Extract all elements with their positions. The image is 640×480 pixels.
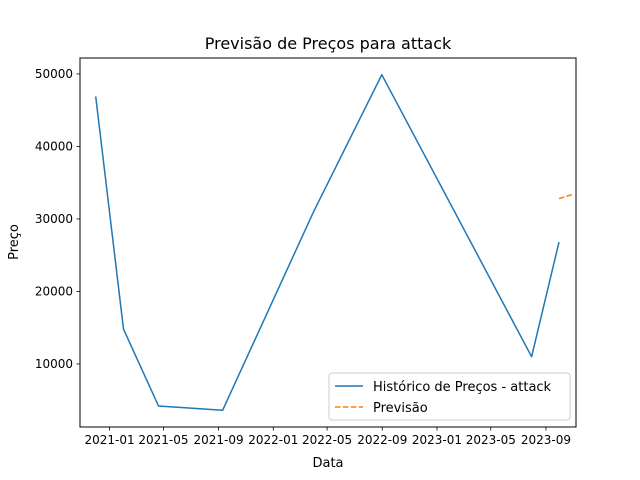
x-tick-label: 2022-05 bbox=[302, 433, 352, 447]
x-tick-label: 2022-01 bbox=[248, 433, 298, 447]
x-tick-label: 2021-09 bbox=[194, 433, 244, 447]
y-tick-label: 50000 bbox=[35, 67, 73, 81]
legend: Histórico de Preços - attack Previsão bbox=[328, 372, 571, 421]
legend-label-2: Previsão bbox=[373, 401, 428, 416]
plot-frame bbox=[79, 57, 577, 428]
x-tick-label: 2021-05 bbox=[138, 433, 188, 447]
x-axis-label: Data bbox=[312, 456, 343, 471]
y-tick-label: 30000 bbox=[35, 212, 73, 226]
chart-title: Previsão de Preços para attack bbox=[205, 34, 452, 53]
x-tick-label: 2023-05 bbox=[466, 433, 516, 447]
y-tick-label: 40000 bbox=[35, 139, 73, 153]
legend-label-1: Histórico de Preços - attack bbox=[373, 380, 552, 395]
plot-lines bbox=[94, 73, 574, 412]
x-tick-label: 2022-09 bbox=[357, 433, 407, 447]
y-axis-ticks: 10000 20000 30000 40000 50000 bbox=[35, 67, 80, 371]
series-line-1 bbox=[94, 73, 560, 412]
y-tick-label: 10000 bbox=[35, 357, 73, 371]
y-axis-label: Preço bbox=[7, 224, 22, 260]
legend-box bbox=[328, 372, 571, 421]
x-tick-label: 2023-01 bbox=[412, 433, 462, 447]
series-line-2 bbox=[558, 193, 574, 200]
y-tick-label: 20000 bbox=[35, 284, 73, 298]
x-tick-label: 2023-09 bbox=[521, 433, 571, 447]
x-tick-label: 2021-01 bbox=[85, 433, 135, 447]
x-axis-ticks: 2021-01 2021-05 2021-09 2022-01 2022-05 2022-… bbox=[85, 427, 571, 447]
